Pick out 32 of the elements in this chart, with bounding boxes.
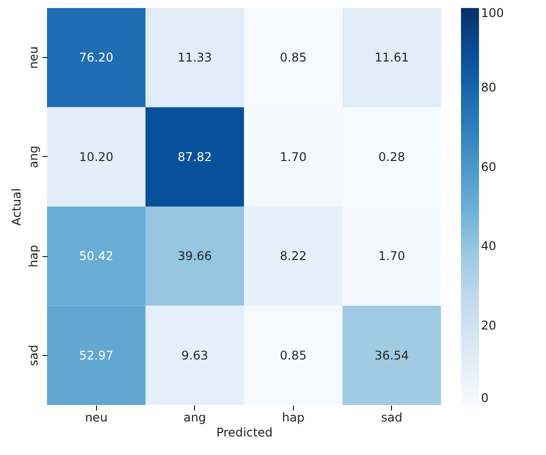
data-label: 9.63 (181, 348, 208, 362)
data-label: 0.85 (280, 50, 307, 65)
y-tick-label: sad (26, 344, 40, 366)
data-label: 10.20 (79, 150, 114, 164)
data-label: 1.70 (378, 249, 406, 264)
y-tick-label: hap (26, 244, 40, 268)
color-bar-label: 0 (481, 391, 489, 405)
y-tick-label: ang (26, 146, 40, 168)
y-tick-label: neu (26, 46, 40, 69)
x-tick-label: hap (282, 410, 305, 424)
x-tick-label: sad (381, 410, 402, 424)
color-bar-label: 80 (481, 80, 496, 94)
x-axis-title: Predicted (216, 426, 273, 440)
data-label: 0.28 (378, 150, 406, 164)
data-label: 8.22 (280, 249, 307, 264)
data-label: 36.54 (374, 348, 409, 362)
data-label: 11.33 (178, 50, 212, 65)
data-label: 76.20 (79, 50, 114, 65)
color-bar-label: 40 (481, 239, 496, 254)
data-label: 0.85 (280, 348, 307, 362)
x-tick-label: ang (183, 410, 206, 424)
x-tick-label: neu (84, 410, 108, 424)
data-label: 50.42 (79, 249, 114, 264)
y-axis-title: Actual (10, 188, 24, 226)
color-bar-label: 20 (481, 318, 496, 333)
data-label: 39.66 (178, 249, 212, 264)
data-label: 87.82 (178, 150, 212, 164)
data-label: 52.97 (79, 348, 114, 362)
color-bar-label: 60 (481, 160, 496, 174)
color-bar-label: 100 (481, 6, 504, 20)
data-label: 1.70 (280, 150, 307, 164)
data-label: 11.61 (374, 50, 409, 65)
